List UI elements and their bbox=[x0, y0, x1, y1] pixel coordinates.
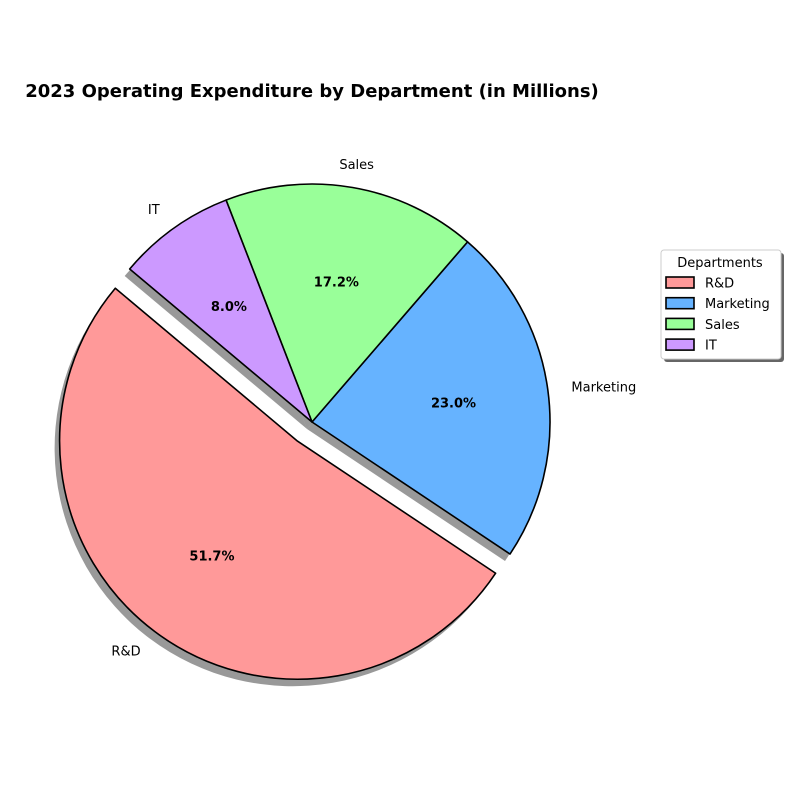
legend-label-sales: Sales bbox=[705, 318, 740, 333]
legend-title: Departments bbox=[677, 256, 763, 271]
slice-layer bbox=[58, 183, 551, 680]
percent-label-r-d: 51.7% bbox=[189, 549, 234, 564]
label-layer: 51.7% R&D 23.0% Marketing 17.2% Sales 8.0% IT bbox=[111, 158, 636, 660]
legend-swatch-marketing bbox=[665, 296, 695, 310]
legend: Departments R&D Marketing Sales IT bbox=[660, 249, 784, 362]
legend-swatch-sales bbox=[665, 317, 695, 331]
category-label-sales: Sales bbox=[339, 158, 374, 173]
slice-sales bbox=[225, 183, 469, 423]
slice-it bbox=[128, 199, 313, 423]
legend-label-r-d: R&D bbox=[705, 277, 734, 292]
category-label-r-d: R&D bbox=[111, 645, 140, 660]
legend-swatch-it bbox=[665, 338, 695, 351]
category-label-it: IT bbox=[148, 203, 160, 218]
legend-label-marketing: Marketing bbox=[705, 297, 770, 312]
slice-r-d bbox=[58, 287, 497, 680]
legend-swatch-r-d bbox=[665, 276, 695, 289]
percent-label-marketing: 23.0% bbox=[431, 397, 476, 412]
legend-label-it: IT bbox=[705, 339, 717, 354]
percent-label-sales: 17.2% bbox=[314, 275, 359, 290]
category-label-marketing: Marketing bbox=[571, 381, 636, 396]
percent-label-it: 8.0% bbox=[211, 300, 247, 315]
legend-items: R&D Marketing Sales IT bbox=[665, 276, 770, 354]
chart-title: 2023 Operating Expenditure by Department… bbox=[25, 81, 599, 102]
slice-marketing bbox=[311, 241, 551, 555]
